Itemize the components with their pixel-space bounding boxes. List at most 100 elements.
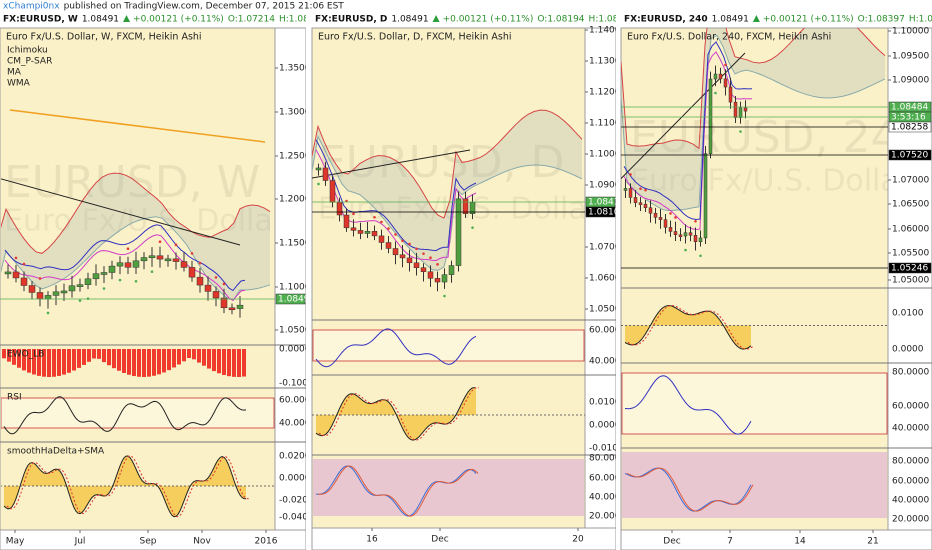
chart-panel: EURUSD, WEuro Fx/U.S. DollarEWO_LBRSIsmo… (0, 15, 326, 550)
psar-dot (38, 277, 42, 280)
delta-line (624, 304, 752, 350)
pane-tick-label: 60.0000 (589, 474, 626, 484)
candle (148, 255, 156, 258)
price-tick-label: 1.09500 (892, 52, 929, 62)
psar-dot (174, 243, 178, 247)
histogram-bar (227, 349, 231, 377)
time-tick-label: Nov (193, 537, 211, 547)
histogram-bar (77, 349, 81, 368)
time-tick-label: 21 (867, 537, 878, 547)
stoch-d (626, 467, 754, 512)
candle (448, 265, 455, 275)
quote-open: O:1.07214 (228, 15, 275, 25)
time-tick-label: 7 (727, 537, 733, 547)
psar-dot (674, 216, 677, 219)
quote-last: 1.08491 (391, 15, 428, 25)
candle (60, 290, 68, 294)
histogram-bar (22, 349, 26, 371)
psar-dot (408, 242, 411, 246)
delta-area (4, 456, 246, 517)
psar-dot (471, 226, 474, 229)
candle (84, 278, 92, 285)
quote-high: H:1.08860 (279, 15, 326, 25)
psar-dot (373, 215, 376, 219)
quote-high: H:1.08515 (909, 15, 932, 25)
pane-tick-label: 80.0000 (892, 368, 929, 378)
price-tick-label: 1.10000 (279, 283, 316, 293)
psar-dot (714, 91, 717, 95)
moving-average (1, 178, 241, 246)
candle (220, 297, 228, 309)
pane-tick-label: 60.0000 (892, 402, 929, 412)
psar-dot (629, 173, 632, 176)
price-tick-label: 1.20000 (279, 195, 316, 205)
psar-dot (102, 287, 106, 290)
psar-dot (22, 262, 26, 266)
histogram-bar (177, 349, 181, 365)
price-axis (274, 27, 306, 531)
time-tick-label: Jul (74, 537, 86, 547)
candle (658, 217, 663, 220)
candle (427, 271, 434, 279)
candle (406, 257, 413, 264)
watermark-symbol: EURUSD, W (4, 157, 260, 208)
histogram-bar (82, 349, 86, 365)
histogram-bar (232, 349, 236, 377)
candle (399, 254, 406, 259)
histogram-bar (32, 349, 36, 375)
pane-background (313, 459, 584, 516)
candle (188, 267, 196, 278)
candle (108, 265, 116, 273)
psar-dot (669, 212, 672, 215)
price-tick-label: 1.25000 (279, 152, 316, 162)
candle (322, 167, 329, 181)
price-tick-label: 1.09000 (589, 181, 626, 191)
histogram-bar (97, 349, 101, 359)
up-arrow (123, 15, 131, 22)
psar-dot (214, 276, 218, 279)
pane-tick-label: -0.0400 (279, 513, 314, 523)
histogram-bar (222, 349, 226, 375)
chart-title: Euro Fx/U.S. Dollar, D, FXCM, Heikin Ash… (318, 32, 511, 43)
candle (329, 180, 336, 203)
histogram-bar (152, 349, 156, 376)
pane-tick-label: -0.0100 (589, 444, 624, 454)
ichimoku-cloud (1, 173, 270, 300)
chart-area (311, 27, 586, 529)
pane-background (622, 452, 887, 518)
histogram-bar (87, 349, 91, 362)
pane-tick-label: 40.0000 (892, 496, 929, 506)
psar-dot (198, 261, 202, 265)
candle (738, 107, 743, 118)
psar-dot (150, 270, 154, 274)
histogram-bar (167, 349, 171, 371)
candle (743, 107, 748, 112)
delta-line (315, 387, 477, 441)
psar-dot (317, 182, 320, 186)
pane-tick-label: -0.0200 (279, 496, 314, 506)
time-axis (620, 529, 932, 550)
psar-dot (190, 252, 194, 255)
quote-change: +0.00121 (+0.11%) (763, 15, 854, 25)
ichimoku-cloud (312, 110, 582, 271)
psar-dot (134, 280, 138, 283)
pane-tick-label: 0.0200 (279, 452, 311, 462)
psar-dot (158, 240, 162, 244)
histogram-bar (37, 349, 41, 376)
price-tick-label: 1.10000 (589, 150, 626, 160)
pane-tick-label: 40.0000 (589, 493, 626, 503)
candle (392, 248, 399, 256)
time-tick-label: Dec (663, 537, 680, 547)
price-label: 1.07520 (891, 151, 928, 161)
study-name: MA (7, 68, 22, 78)
candle (100, 272, 108, 275)
candle (728, 86, 733, 103)
psar-dot (78, 299, 82, 302)
price-tick-label: 1.07000 (892, 176, 929, 186)
author[interactable]: xChampi0nx (3, 2, 60, 12)
delta-area (316, 387, 476, 440)
quote-change: +0.00121 (+0.11%) (443, 15, 534, 25)
histogram-bar (197, 349, 201, 363)
candle (371, 231, 378, 237)
